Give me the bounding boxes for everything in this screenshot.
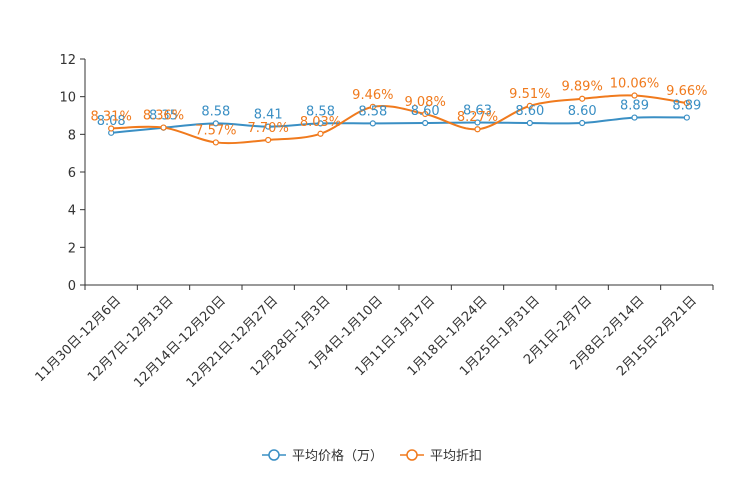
data-point[interactable]	[317, 130, 324, 137]
data-point[interactable]	[579, 95, 586, 102]
data-label: 8.89	[672, 99, 701, 114]
data-point[interactable]	[422, 119, 429, 127]
data-label: 7.70%	[248, 121, 289, 136]
data-label: 8.60	[411, 104, 440, 119]
legend-label[interactable]: 平均折扣	[430, 449, 482, 464]
data-label: 8.31%	[91, 109, 132, 124]
data-point[interactable]	[631, 114, 638, 121]
data-label: 8.60	[568, 104, 597, 119]
data-label: 9.51%	[509, 87, 550, 102]
data-label: 8.35	[149, 109, 178, 124]
legend-swatch-marker	[406, 449, 418, 461]
data-label: 8.58	[201, 104, 230, 119]
x-tick-label: 12月14日-12月20日	[131, 293, 228, 390]
legend-label[interactable]: 平均价格（万）	[292, 448, 383, 464]
data-label: 7.57%	[195, 123, 236, 138]
legend[interactable]: 平均价格（万） 平均折扣	[262, 448, 482, 464]
data-label: 8.58	[306, 104, 335, 119]
data-label: 9.66%	[666, 84, 707, 99]
y-tick-label: 2	[68, 241, 76, 256]
data-point[interactable]	[631, 92, 638, 99]
x-tick-label: 11月30日-12月6日	[33, 293, 125, 385]
series-line-0	[111, 116, 687, 134]
y-tick-label: 4	[68, 204, 76, 219]
data-label: 8.89	[620, 99, 649, 114]
data-label: 9.46%	[352, 88, 393, 103]
y-tick-label: 10	[59, 91, 76, 106]
data-label: 8.63	[463, 103, 492, 118]
data-point[interactable]	[474, 126, 481, 133]
data-label: 8.08	[97, 114, 126, 129]
data-point[interactable]	[317, 120, 324, 127]
data-point[interactable]	[369, 120, 376, 127]
data-label: 8.36%	[143, 109, 184, 124]
data-point[interactable]	[683, 114, 690, 121]
data-label: 8.03%	[300, 115, 341, 130]
data-label: 8.27%	[457, 110, 498, 125]
data-labels: 8.08 8.35 8.58 8.41 8.58 8.58 8.60 8.63 8.60 8.60…	[91, 77, 708, 139]
data-label: 8.58	[358, 104, 387, 119]
data-point[interactable]	[369, 103, 376, 110]
data-point[interactable]	[212, 120, 219, 127]
data-label: 8.60	[515, 104, 544, 119]
data-point[interactable]	[265, 136, 272, 144]
data-label: 10.06%	[610, 77, 660, 92]
data-label: 9.08%	[405, 95, 446, 110]
data-point[interactable]	[108, 125, 115, 132]
data-point[interactable]	[474, 119, 481, 126]
data-point[interactable]	[526, 102, 533, 109]
data-label: 8.41	[254, 108, 283, 123]
data-point[interactable]	[683, 99, 690, 107]
data-point[interactable]	[579, 119, 586, 127]
y-tick-label: 12	[59, 53, 76, 68]
data-point[interactable]	[160, 124, 167, 131]
x-tick-label: 12月21日-12月27日	[184, 293, 281, 390]
data-point[interactable]	[526, 119, 533, 127]
series-line-1	[111, 94, 687, 145]
legend-swatch-marker	[268, 449, 280, 461]
data-point[interactable]	[265, 123, 272, 130]
y-tick-label: 8	[68, 128, 76, 143]
y-tick-label: 0	[68, 279, 76, 294]
data-point[interactable]	[422, 110, 429, 118]
data-point[interactable]	[212, 139, 219, 146]
data-label: 9.89%	[562, 80, 603, 95]
y-tick-label: 6	[68, 166, 76, 181]
series-group	[108, 92, 690, 146]
